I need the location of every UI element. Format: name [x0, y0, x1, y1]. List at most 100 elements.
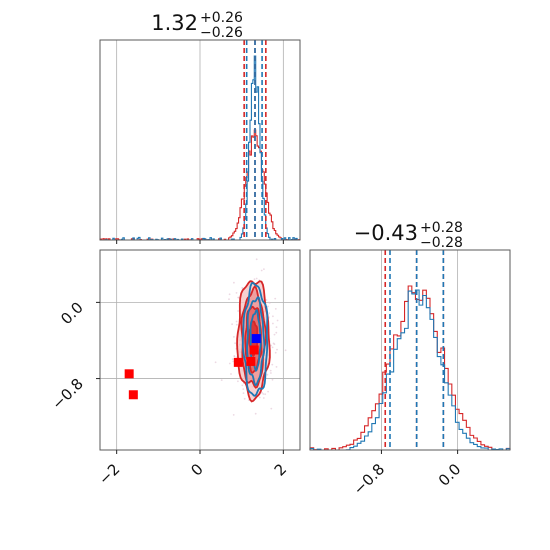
sample-point: [235, 320, 238, 323]
x-ticks: −0.8 0.0: [350, 450, 465, 499]
title-x-marginal: 1.32 +0.26 −0.26: [151, 10, 243, 41]
sample-point: [261, 391, 263, 394]
sample-point: [220, 379, 223, 381]
title-y-value: −0.43: [354, 221, 418, 245]
sample-point: [274, 308, 277, 310]
marker-blue: [251, 334, 261, 344]
title-y-lower: −0.28: [420, 235, 463, 251]
sample-point: [237, 380, 239, 383]
title-y-marginal: −0.43 +0.28 −0.28: [354, 220, 463, 251]
sample-point: [258, 396, 261, 399]
sample-point: [265, 299, 268, 301]
title-x-value: 1.32: [151, 11, 198, 35]
sample-point: [237, 310, 240, 312]
markers: [124, 334, 261, 400]
sample-point: [235, 292, 238, 294]
sample-point: [228, 362, 231, 365]
sample-point: [273, 333, 276, 336]
x-tick-label: −2: [95, 460, 123, 488]
grid-lines: [116, 40, 284, 240]
sample-point: [232, 414, 235, 416]
sample-point: [262, 393, 265, 395]
sample-point: [228, 298, 230, 301]
sample-point: [275, 366, 278, 368]
contour-blue: [241, 281, 269, 397]
y-ticks: 0.0 −0.8: [48, 298, 100, 413]
sample-point: [232, 360, 235, 363]
sample-point: [271, 363, 274, 366]
sample-point: [231, 323, 234, 326]
sample-point: [230, 373, 232, 375]
x-ticks: [116, 240, 284, 244]
sample-point: [262, 397, 265, 399]
sample-point: [233, 355, 236, 358]
sample-point: [275, 331, 278, 334]
sample-point: [274, 351, 277, 354]
sample-point: [272, 342, 275, 345]
sample-point: [284, 349, 287, 352]
grid-lines: [381, 250, 459, 450]
x-tick-label: 2: [271, 460, 290, 479]
sample-point: [253, 278, 256, 281]
sample-point: [271, 378, 274, 381]
sample-point: [263, 268, 265, 270]
grid-lines: [100, 250, 300, 450]
sample-point: [233, 281, 235, 284]
sample-point: [243, 397, 246, 400]
sample-point: [267, 305, 269, 308]
marker-red: [246, 356, 256, 366]
sample-point: [271, 346, 274, 349]
sample-point: [275, 326, 278, 328]
sample-point: [260, 269, 263, 272]
title-x-lower: −0.26: [200, 25, 243, 41]
sample-point: [268, 312, 270, 315]
sample-point: [242, 392, 245, 394]
sample-point: [264, 393, 267, 396]
sample-point: [276, 348, 278, 351]
marginal-histogram-y: −0.8 0.0: [309, 249, 511, 499]
sample-point: [270, 372, 272, 374]
histogram-blue: [309, 289, 511, 451]
sample-point: [254, 412, 257, 415]
sample-point: [234, 342, 237, 345]
marker-red: [233, 357, 243, 367]
marker-red: [128, 390, 138, 400]
quantile-lines: [384, 250, 445, 450]
x-tick-label: 0: [187, 460, 206, 479]
sample-point: [268, 302, 271, 304]
sample-point: [276, 319, 279, 322]
sample-point: [241, 384, 244, 387]
quantile-lines: [243, 40, 267, 240]
x-ticks: −2 0 2: [95, 450, 290, 488]
sample-point: [274, 297, 277, 300]
x-tick-label: 0.0: [435, 460, 465, 490]
sample-point: [272, 322, 274, 325]
x-tick-label: −0.8: [350, 460, 388, 498]
sample-point: [255, 258, 258, 261]
sample-point: [270, 407, 273, 410]
sample-point: [255, 277, 258, 280]
title-x-upper: +0.26: [200, 10, 243, 26]
sample-point: [237, 296, 240, 299]
sample-point: [269, 369, 272, 372]
sample-point: [228, 293, 231, 296]
axis-frame: [309, 249, 511, 451]
contour-blue: [246, 295, 266, 387]
title-y-upper: +0.28: [420, 220, 463, 236]
marginal-histogram-x: [99, 39, 301, 244]
histograms: [309, 285, 511, 451]
sample-point: [231, 358, 234, 360]
y-tick-label: 0.0: [57, 298, 87, 328]
sample-point: [267, 390, 269, 393]
sample-point: [266, 373, 269, 376]
sample-point: [214, 361, 217, 364]
y-tick-label: −0.8: [48, 375, 86, 413]
sample-point: [233, 336, 235, 338]
marker-red: [124, 369, 134, 379]
sample-point: [242, 388, 245, 390]
contour-blue: [249, 308, 262, 372]
histogram-red: [309, 285, 511, 451]
marker-red: [249, 345, 259, 355]
sample-point: [235, 323, 238, 326]
